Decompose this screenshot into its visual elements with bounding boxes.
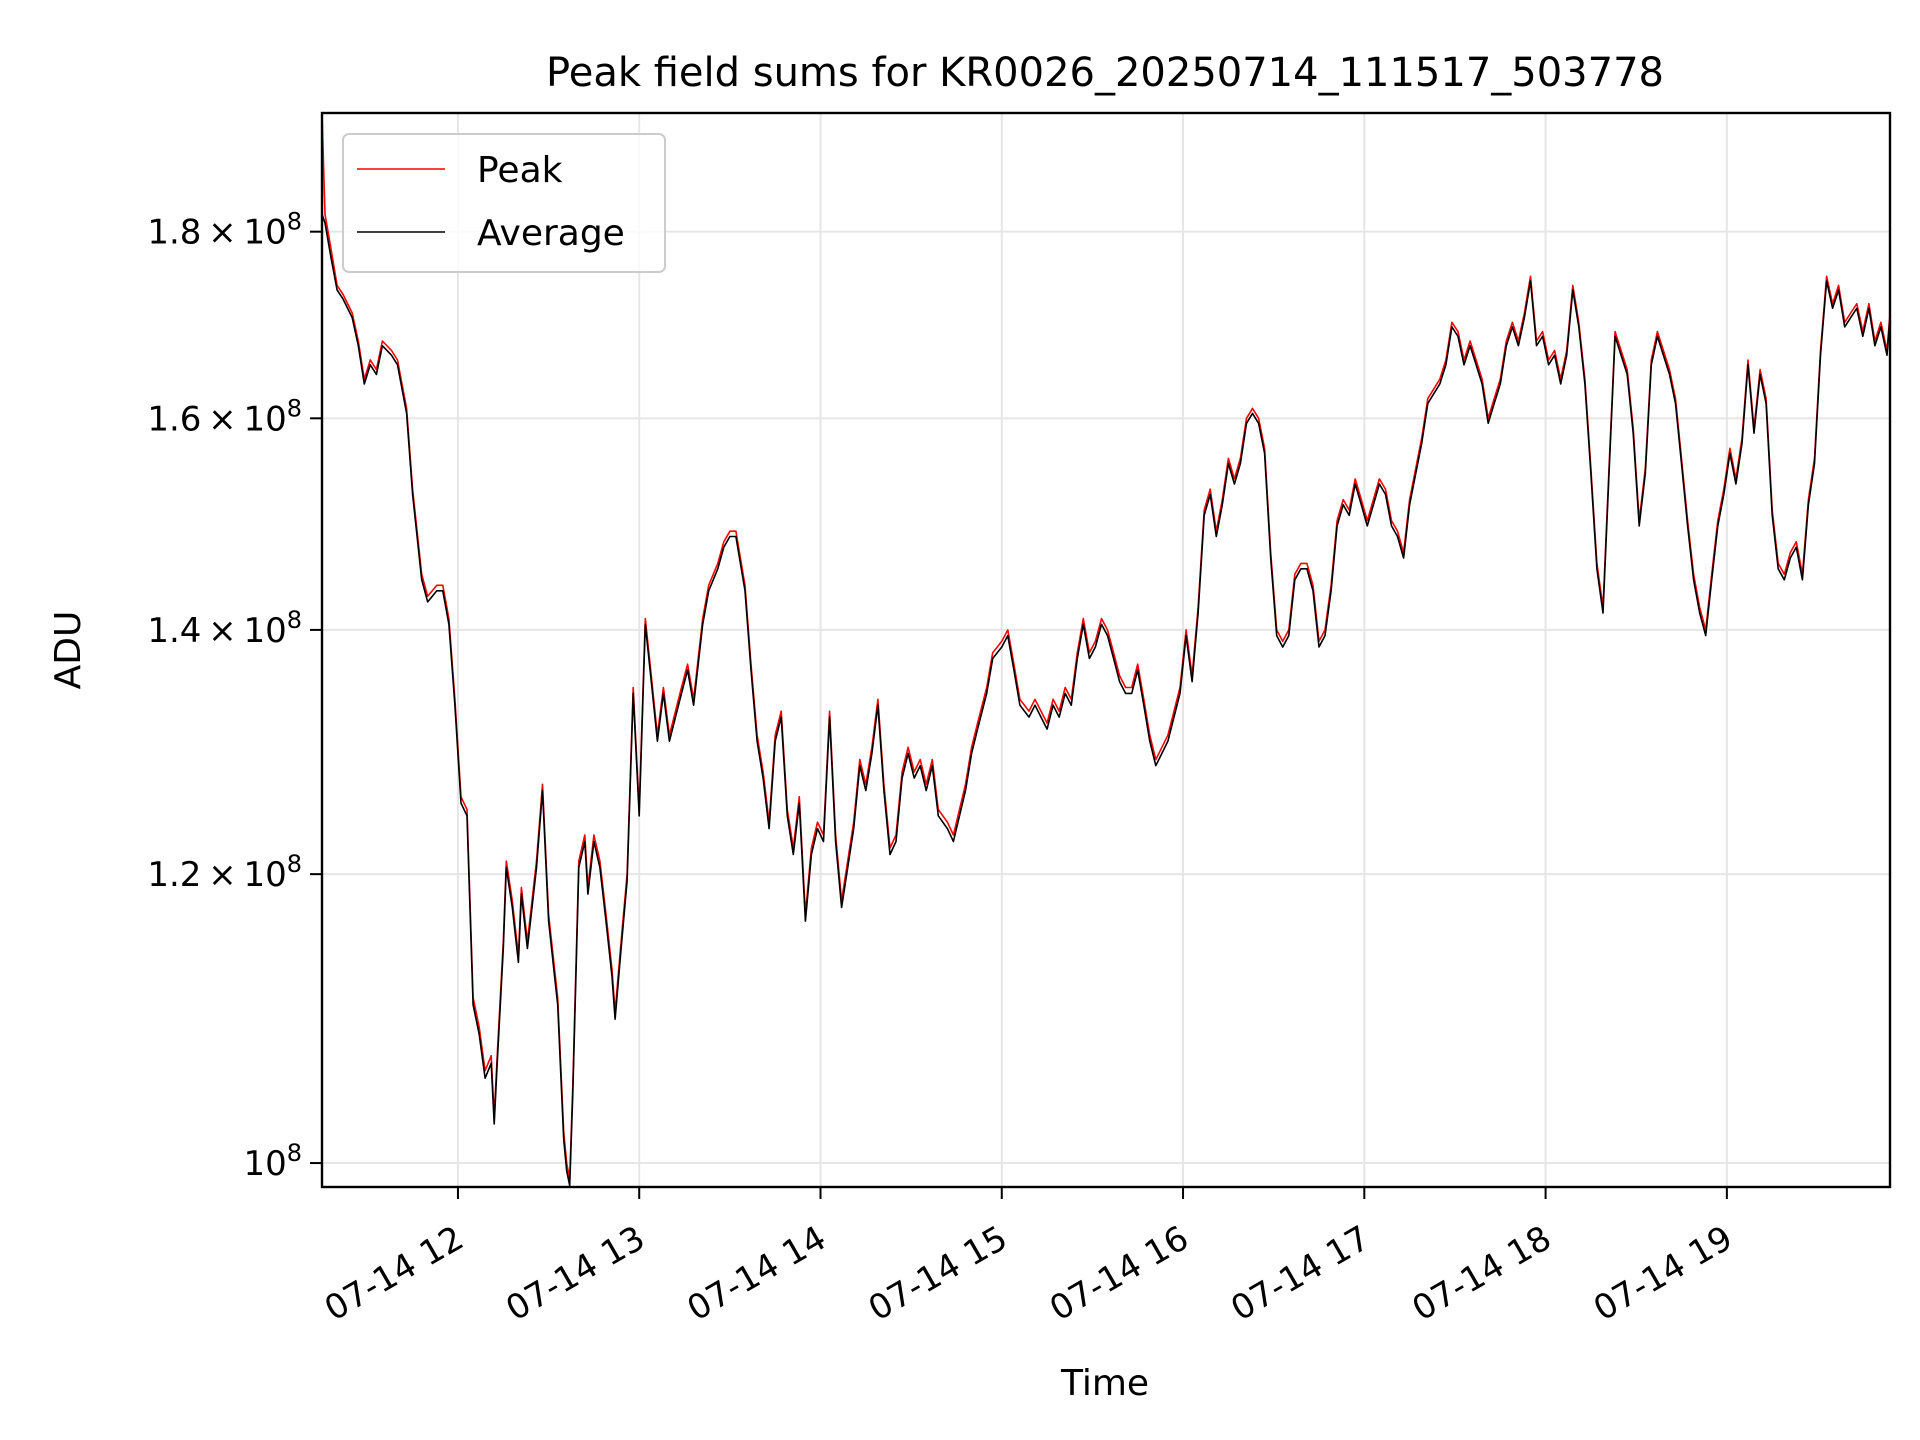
legend-label-peak: Peak bbox=[477, 150, 563, 191]
y-axis-label: ADU bbox=[48, 611, 89, 690]
y-axis-ticks: 108 1.2 × 108 1.4 × 108 1.6 × 108 1.8 × 108 bbox=[147, 208, 322, 1184]
chart-title: Peak field sums for KR0026_20250714_1115… bbox=[546, 50, 1664, 96]
y-tick-label: 1.8 × 108 bbox=[147, 208, 302, 253]
legend: Peak Average bbox=[342, 133, 666, 273]
series-line-average bbox=[322, 213, 1890, 1187]
grid bbox=[322, 113, 1890, 1187]
series-layer bbox=[322, 113, 1890, 1187]
plot-frame bbox=[320, 111, 1892, 1189]
y-tick-label: 1.6 × 108 bbox=[147, 394, 302, 439]
legend-label-average: Average bbox=[477, 213, 625, 254]
x-axis-label: Time bbox=[1060, 1363, 1149, 1404]
y-tick-label: 1.4 × 108 bbox=[147, 606, 302, 651]
y-tick-label: 1.2 × 108 bbox=[147, 850, 302, 895]
y-tick-label: 108 bbox=[243, 1139, 302, 1184]
